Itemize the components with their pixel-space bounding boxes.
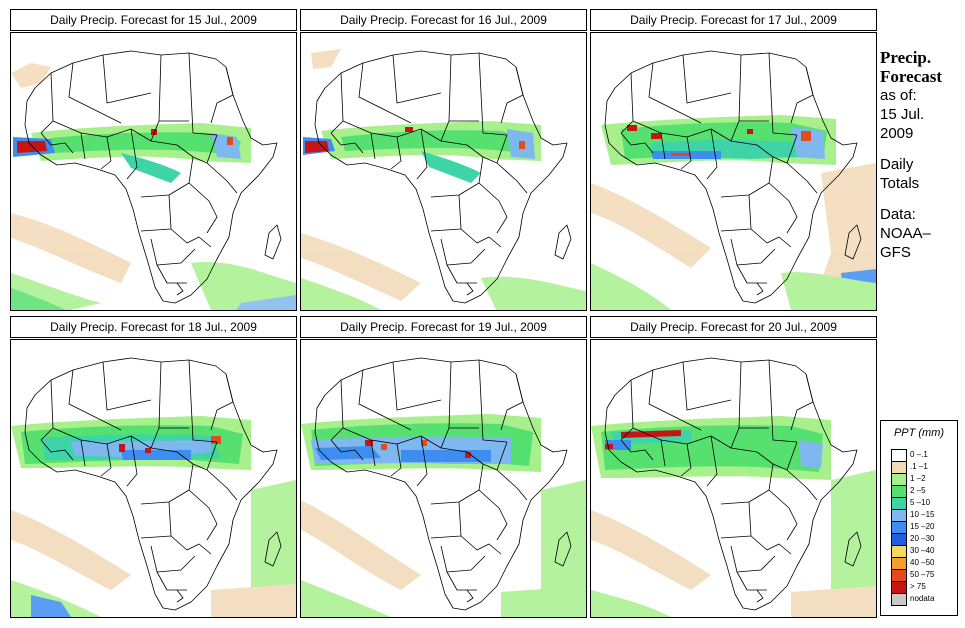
- asof-date: 15 Jul.: [880, 106, 925, 123]
- data-label: Data:: [880, 206, 916, 223]
- panel-title: Daily Precip. Forecast for 20 Jul., 2009: [590, 316, 877, 338]
- legend-swatch: [891, 593, 907, 606]
- legend-label: 50 –75: [910, 570, 935, 579]
- precip-map: [590, 32, 877, 311]
- legend-label: 0 –.1: [910, 450, 928, 459]
- precip-legend: PPT (mm) 0 –.1 .1 –1 1 –2 2 –5 5 –10 10 …: [880, 420, 958, 616]
- asof-year: 2009: [880, 125, 914, 142]
- legend-item: 20 –30: [891, 533, 955, 546]
- legend-label: 30 –40: [910, 546, 935, 555]
- legend-label: .1 –1: [910, 462, 928, 471]
- panel-title: Daily Precip. Forecast for 15 Jul., 2009: [10, 9, 297, 31]
- panel-title: Daily Precip. Forecast for 17 Jul., 2009: [590, 9, 877, 31]
- panel-title: Daily Precip. Forecast for 19 Jul., 2009: [300, 316, 587, 338]
- panel-title: Daily Precip. Forecast for 16 Jul., 2009: [300, 9, 587, 31]
- precip-map: [10, 32, 297, 311]
- totals-line-1: Daily: [880, 156, 914, 173]
- precip-map: [590, 339, 877, 618]
- precip-map: [300, 339, 587, 618]
- forecast-panel-15-jul: Daily Precip. Forecast for 15 Jul., 2009: [10, 9, 297, 312]
- legend-label: 40 –50: [910, 558, 935, 567]
- legend-label: 15 –20: [910, 522, 935, 531]
- panel-title: Daily Precip. Forecast for 18 Jul., 2009: [10, 316, 297, 338]
- legend-label: > 75: [910, 582, 926, 591]
- forecast-panel-18-jul: Daily Precip. Forecast for 18 Jul., 2009: [10, 316, 297, 619]
- asof-label: as of:: [880, 87, 917, 104]
- forecast-panel-20-jul: Daily Precip. Forecast for 20 Jul., 2009: [590, 316, 877, 619]
- heading-line-2: Forecast: [880, 67, 942, 86]
- legend-label: nodata: [910, 594, 935, 603]
- legend-item: nodata: [891, 593, 955, 606]
- legend-title: PPT (mm): [893, 427, 945, 439]
- legend-label: 10 –15: [910, 510, 935, 519]
- legend-label: 20 –30: [910, 534, 935, 543]
- legend-label: 1 –2: [910, 474, 926, 483]
- legend-label: 2 –5: [910, 486, 926, 495]
- data-source-2: GFS: [880, 244, 911, 261]
- precip-map: [300, 32, 587, 311]
- precip-map: [10, 339, 297, 618]
- totals-line-2: Totals: [880, 175, 920, 192]
- map-info: Precip. Forecast as of: 15 Jul. 2009 Dai…: [880, 48, 962, 262]
- forecast-panel-17-jul: Daily Precip. Forecast for 17 Jul., 2009: [590, 9, 877, 312]
- heading-line-1: Precip.: [880, 48, 932, 67]
- forecast-panel-19-jul: Daily Precip. Forecast for 19 Jul., 2009: [300, 316, 587, 619]
- legend-label: 5 –10: [910, 498, 931, 507]
- forecast-panel-16-jul: Daily Precip. Forecast for 16 Jul., 2009: [300, 9, 587, 312]
- data-source-1: NOAA–: [880, 225, 931, 242]
